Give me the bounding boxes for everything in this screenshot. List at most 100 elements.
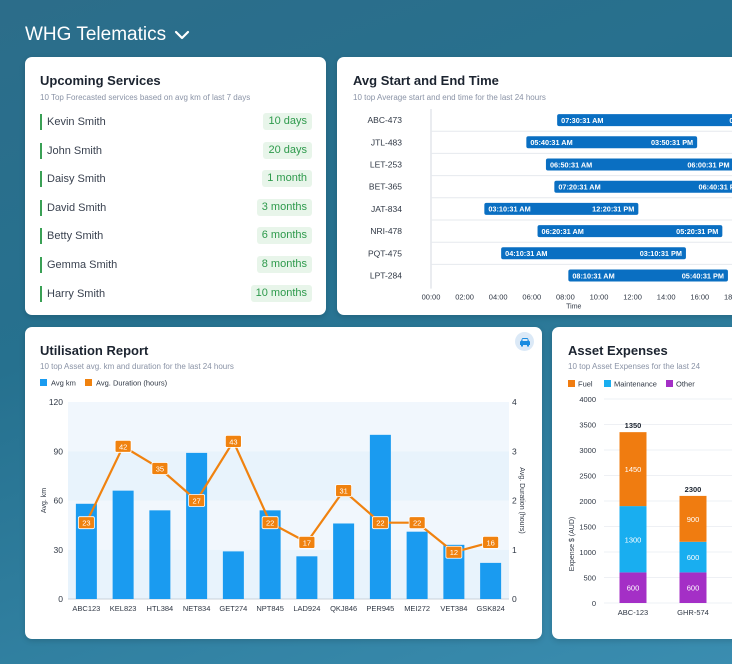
- service-name: David Smith: [40, 199, 106, 216]
- duration-data-label: 31: [339, 487, 347, 496]
- category-label: ABC-473: [368, 115, 403, 125]
- start-time-label: 04:10:31 AM: [505, 249, 547, 258]
- x-tick-label: KEL823: [110, 604, 137, 613]
- times-subtitle: 10 top Average start and end time for th…: [353, 93, 546, 102]
- services-subtitle: 10 Top Forecasted services based on avg …: [40, 93, 251, 102]
- avg-km-bar: [149, 510, 171, 599]
- x-tick-label: GHR-574: [677, 608, 709, 617]
- y-tick-label: 2500: [579, 472, 596, 481]
- app-title-button[interactable]: WHG Telematics: [25, 24, 190, 46]
- duration-data-label: 35: [156, 464, 164, 473]
- y2-tick-label: 2: [512, 496, 517, 506]
- legend-swatch: [604, 380, 611, 387]
- y-tick-label: 3000: [579, 446, 596, 455]
- duration-point: [371, 516, 389, 530]
- y-tick-label: 500: [583, 574, 596, 583]
- x-tick-label: HTL384: [147, 604, 174, 613]
- service-row[interactable]: Betty Smith 6 months: [40, 225, 312, 254]
- x-tick-label: 02:00: [455, 293, 474, 302]
- service-name: Daisy Smith: [40, 171, 106, 188]
- y-axis-title: Expense $ (AUD): [569, 517, 576, 571]
- x-tick-label: GET274: [219, 604, 247, 613]
- duration-point: [261, 516, 279, 530]
- x-tick-label: ABC-123: [618, 608, 648, 617]
- service-due-badge: 8 months: [256, 255, 312, 273]
- y2-tick-label: 0: [512, 594, 517, 604]
- x-tick-label: NET834: [183, 604, 211, 613]
- y-tick-label: 4000: [579, 395, 596, 404]
- service-row[interactable]: Daisy Smith 1 month: [40, 168, 312, 197]
- avg-start-end-card: Avg Start and End Time 10 top Average st…: [337, 57, 732, 315]
- start-time-label: 03:10:31 AM: [488, 205, 530, 214]
- time-range-bar: [526, 136, 698, 149]
- duration-data-label: 22: [413, 519, 421, 528]
- y-tick-label: 0: [592, 599, 596, 608]
- end-time-label: 05:40:31 PM: [682, 271, 724, 280]
- services-list: Kevin Smith 10 days John Smith 20 days Daisy…: [40, 111, 312, 311]
- legend-label: Other: [676, 380, 695, 389]
- y2-tick-label: 3: [512, 446, 517, 456]
- legend-swatch-duration: [85, 379, 92, 386]
- service-due-badge: 3 months: [256, 198, 312, 216]
- end-time-label: 05:20:31 PM: [676, 227, 718, 236]
- category-label: JAT-834: [371, 204, 402, 214]
- start-time-label: 07:30:31 AM: [561, 116, 603, 125]
- duration-point: [335, 484, 353, 498]
- category-label: BET-365: [369, 182, 402, 192]
- category-label: LET-253: [370, 160, 402, 170]
- segment-data-label: 1450: [625, 465, 642, 474]
- x-tick-label: 16:00: [690, 293, 709, 302]
- legend-label-duration: Avg. Duration (hours): [96, 379, 168, 388]
- duration-point: [114, 439, 132, 453]
- service-row[interactable]: Kevin Smith 10 days: [40, 111, 312, 140]
- y-tick-label: 3500: [579, 421, 596, 430]
- expense-segment-maintenance: [679, 541, 707, 573]
- service-row[interactable]: John Smith 20 days: [40, 140, 312, 169]
- category-label: NRI-478: [370, 226, 402, 236]
- y2-axis-title: Avg. Duration (hours): [518, 467, 525, 533]
- category-label: LPT-284: [370, 271, 402, 281]
- duration-point: [298, 535, 316, 549]
- x-tick-label: GSK824: [476, 604, 504, 613]
- end-time-label: 03:10:31 PM: [640, 249, 682, 258]
- service-row[interactable]: Gemma Smith 8 months: [40, 254, 312, 283]
- chevron-down-icon: [175, 30, 190, 40]
- x-tick-label: QKJ846: [330, 604, 357, 613]
- upcoming-services-card: Upcoming Services 10 Top Forecasted serv…: [25, 57, 326, 315]
- end-time-label: 06:00:31 PM: [687, 160, 729, 169]
- car-icon[interactable]: [515, 332, 534, 351]
- expense-segment-other: [619, 572, 647, 603]
- legend-swatch: [568, 380, 575, 387]
- service-row[interactable]: Harry Smith 10 months: [40, 283, 312, 312]
- time-range-bar: [501, 247, 686, 260]
- services-title: Upcoming Services: [40, 73, 161, 88]
- duration-data-label: 23: [82, 519, 90, 528]
- duration-point: [224, 435, 242, 448]
- duration-data-label: 17: [303, 538, 311, 547]
- service-due-badge: 10 days: [263, 113, 312, 130]
- time-range-bar: [545, 158, 732, 171]
- plot-band: [68, 451, 509, 501]
- x-tick-label: 14:00: [657, 293, 676, 302]
- category-label: JTL-483: [371, 137, 402, 147]
- duration-data-label: 16: [486, 538, 494, 547]
- x-tick-label: 06:00: [522, 293, 541, 302]
- y-tick-label: 2000: [579, 497, 596, 506]
- avg-km-bar: [222, 551, 244, 599]
- expense-segment-maintenance: [619, 506, 647, 573]
- x-tick-label: MEI272: [404, 604, 430, 613]
- x-tick-label: 12:00: [623, 293, 642, 302]
- y-tick-label: 1000: [579, 548, 596, 557]
- service-row[interactable]: David Smith 3 months: [40, 197, 312, 226]
- avg-km-bar: [406, 531, 428, 599]
- x-tick-label: LAD924: [293, 604, 320, 613]
- x-tick-label: ABC123: [72, 604, 100, 613]
- service-name: Harry Smith: [40, 285, 105, 302]
- duration-data-label: 43: [229, 437, 237, 446]
- total-data-label: 1350: [625, 421, 642, 430]
- service-due-badge: 6 months: [256, 227, 312, 245]
- y-axis-title: Avg. km: [41, 488, 48, 513]
- start-time-label: 07:20:31 AM: [558, 183, 600, 192]
- start-time-label: 06:20:31 AM: [542, 227, 584, 236]
- end-time-label: 08:30:31 PM: [729, 116, 732, 125]
